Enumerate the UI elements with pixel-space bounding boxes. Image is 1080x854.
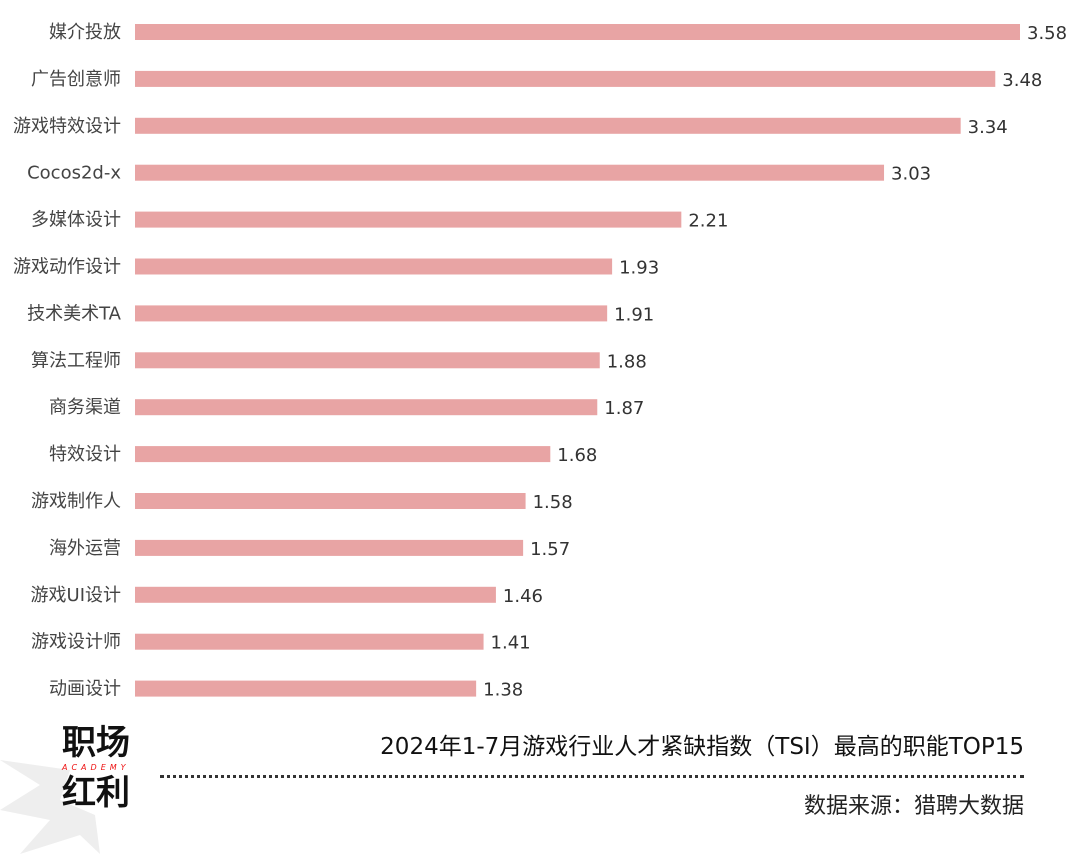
bar [135,586,496,603]
value-label: 1.58 [533,492,573,513]
bar [135,539,524,556]
category-label: 游戏制作人 [31,491,121,512]
dotted-divider [160,775,1024,778]
value-label: 1.41 [491,633,531,654]
data-source: 数据来源：猎聘大数据 [803,794,1024,819]
value-label: 1.87 [604,398,644,419]
bar [135,680,477,697]
category-label: 海外运营 [49,538,121,559]
category-label: 游戏设计师 [31,632,121,653]
starburst-decoration [0,760,100,854]
category-label: Cocos2d-x [27,163,121,184]
category-label: 技术美术TA [27,303,122,324]
logo-word-top: 职场 [62,723,130,763]
bar [135,70,996,87]
logo: 职场 ACADEMY 红利 [62,724,154,812]
value-label: 1.46 [503,586,543,607]
value-label: 3.03 [891,164,931,185]
bar [135,305,608,322]
bar [135,24,1020,40]
category-label: 媒介投放 [49,22,121,43]
bar [135,211,682,228]
value-label: 3.58 [1027,23,1067,44]
category-label: 游戏特效设计 [13,116,121,137]
value-label: 1.57 [530,539,570,560]
bar [135,117,961,134]
bar [135,352,600,369]
category-label: 广告创意师 [31,69,121,90]
bar [135,258,613,275]
bar [135,493,526,509]
category-label: 游戏动作设计 [13,257,121,278]
bar [135,164,885,181]
category-label: 多媒体设计 [31,210,121,231]
category-label: 动画设计 [49,679,121,700]
value-label: 1.88 [607,351,647,372]
logo-subtitle: ACADEMY [62,763,130,772]
category-label: 特效设计 [49,444,121,465]
category-label: 游戏UI设计 [31,585,121,606]
chart-title: 2024年1-7月游戏行业人才紧缺指数（TSI）最高的职能TOP15 [380,734,1024,760]
value-label: 3.48 [1002,70,1042,91]
bar [135,633,484,650]
value-label: 1.93 [619,258,659,279]
bar [135,399,598,416]
value-label: 3.34 [968,117,1008,138]
value-label: 2.21 [688,211,728,232]
value-label: 1.91 [614,304,654,325]
category-label: 算法工程师 [31,350,121,371]
logo-word-bottom: 红利 [62,773,130,813]
bar [135,446,551,463]
bar-chart: 媒介投放 3.58 广告创意师 3.48 游戏特效设计 3.34 Cocos2d-x 3.03… [13,22,1067,701]
value-label: 1.38 [483,680,523,701]
category-label: 商务渠道 [49,397,121,418]
value-label: 1.68 [557,445,597,466]
